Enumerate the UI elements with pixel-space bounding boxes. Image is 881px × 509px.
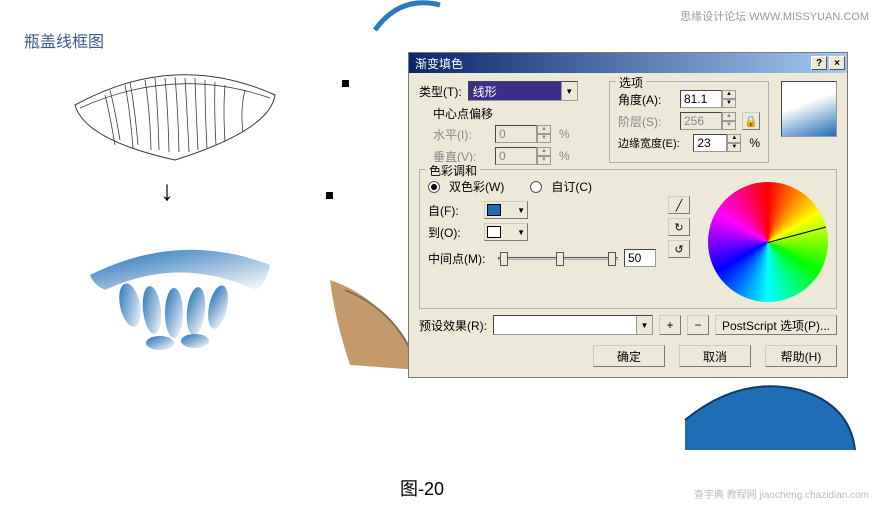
color-harmony-group: 色彩调和 双色彩(W) 自订(C) 自(F): ▼ — [419, 169, 837, 309]
spin-up-icon: ▲ — [722, 112, 736, 121]
figure-label: 图-20 — [400, 475, 444, 501]
spin-down-icon: ▼ — [537, 156, 551, 165]
options-legend: 选项 — [616, 74, 646, 91]
spin-down-icon[interactable]: ▼ — [727, 143, 741, 152]
chevron-down-icon[interactable]: ▼ — [636, 316, 652, 334]
watermark-bottom: 查字典 教程网 jiaocheng.chazidian.com — [694, 486, 869, 501]
wireframe-illustration — [65, 60, 285, 170]
angle-label: 角度(A): — [618, 91, 674, 108]
ok-button[interactable]: 确定 — [593, 345, 665, 367]
dialog-title: 渐变填色 — [415, 55, 809, 72]
gradient-fill-dialog: 渐变填色 ? × 类型(T): 线形 ▼ 中心点偏移 水平(I): ▲▼ — [408, 52, 848, 378]
custom-label: 自订(C) — [551, 178, 592, 195]
to-swatch — [487, 226, 501, 238]
color-legend: 色彩调和 — [426, 162, 480, 179]
angle-spinner[interactable]: ▲▼ — [680, 90, 736, 108]
h-label: 水平(I): — [433, 126, 489, 143]
cw-path-button[interactable]: ↻ — [668, 218, 690, 236]
midpoint-spinner[interactable] — [624, 249, 656, 267]
spin-down-icon[interactable]: ▼ — [722, 99, 736, 108]
type-label: 类型(T): — [419, 83, 462, 100]
cancel-button[interactable]: 取消 — [679, 345, 751, 367]
steps-input — [680, 112, 722, 130]
ccw-path-button[interactable]: ↺ — [668, 240, 690, 258]
edge-input[interactable] — [693, 134, 727, 152]
midpoint-slider[interactable] — [498, 249, 618, 267]
spin-up-icon[interactable]: ▲ — [727, 134, 741, 143]
midpoint-label: 中间点(M): — [428, 250, 492, 267]
left-title: 瓶盖线框图 — [24, 28, 104, 52]
help-icon[interactable]: ? — [811, 56, 827, 70]
custom-radio[interactable] — [530, 181, 542, 193]
preset-remove-button[interactable]: − — [687, 315, 709, 335]
spin-down-icon: ▼ — [537, 134, 551, 143]
v-input — [495, 147, 537, 165]
two-color-radio[interactable] — [428, 181, 440, 193]
colored-illustration — [80, 235, 280, 355]
help-button[interactable]: 帮助(H) — [765, 345, 837, 367]
angle-input[interactable] — [680, 90, 722, 108]
preset-label: 预设效果(R): — [419, 317, 487, 334]
spin-up-icon[interactable]: ▲ — [722, 90, 736, 99]
chevron-down-icon[interactable]: ▼ — [561, 82, 577, 100]
spin-up-icon: ▲ — [537, 147, 551, 156]
direct-path-button[interactable]: ╱ — [668, 196, 690, 214]
h-spinner: ▲▼ — [495, 125, 551, 143]
to-label: 到(O): — [428, 224, 478, 241]
v-spinner: ▲▼ — [495, 147, 551, 165]
lock-icon[interactable]: 🔒 — [742, 112, 760, 130]
from-swatch — [487, 204, 501, 216]
close-icon[interactable]: × — [829, 56, 845, 70]
color-wheel[interactable] — [708, 182, 828, 302]
postscript-button[interactable]: PostScript 选项(P)... — [715, 315, 837, 335]
spin-up-icon: ▲ — [537, 125, 551, 134]
preset-dropdown[interactable]: ▼ — [493, 315, 653, 335]
type-dropdown[interactable]: 线形 ▼ — [468, 81, 578, 101]
edge-label: 边缘宽度(E): — [618, 135, 687, 151]
to-color-button[interactable]: ▼ — [484, 223, 528, 241]
titlebar[interactable]: 渐变填色 ? × — [409, 53, 847, 73]
h-input — [495, 125, 537, 143]
type-value: 线形 — [473, 83, 497, 100]
edge-spinner[interactable]: ▲▼ — [693, 134, 741, 152]
center-offset-label: 中心点偏移 — [433, 105, 601, 122]
steps-spinner: ▲▼ — [680, 112, 736, 130]
options-group: 选项 角度(A): ▲▼ 阶层(S): ▲▼ 🔒 — [609, 81, 769, 163]
steps-label: 阶层(S): — [618, 113, 674, 130]
from-color-button[interactable]: ▼ — [484, 201, 528, 219]
spin-down-icon: ▼ — [722, 121, 736, 130]
preset-add-button[interactable]: + — [659, 315, 681, 335]
two-color-label: 双色彩(W) — [449, 178, 504, 195]
midpoint-input[interactable] — [624, 249, 656, 267]
arrow-down-icon: ↓ — [160, 175, 174, 207]
gradient-preview — [781, 81, 837, 137]
from-label: 自(F): — [428, 202, 478, 219]
